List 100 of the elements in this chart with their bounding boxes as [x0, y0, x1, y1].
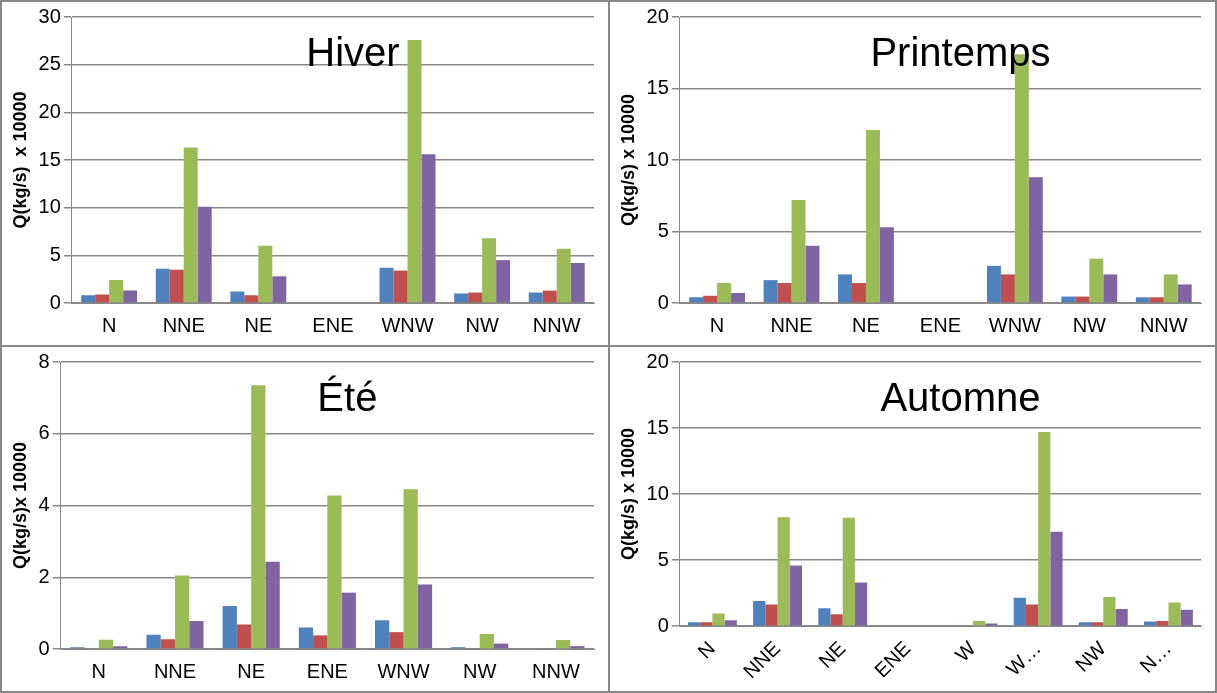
bar — [570, 262, 585, 303]
bar — [265, 561, 280, 649]
bar — [1115, 609, 1128, 626]
bar — [717, 282, 732, 303]
bar — [528, 292, 543, 303]
y-tick-label: 15 — [38, 147, 61, 170]
x-tick-label: NNW — [532, 313, 581, 336]
bar — [1149, 297, 1164, 303]
bar — [95, 294, 110, 303]
y-tick-label: 10 — [38, 195, 61, 218]
y-tick-label: 20 — [38, 99, 61, 122]
x-tick-label: NW — [463, 659, 497, 682]
bar — [852, 282, 866, 303]
bar — [838, 274, 853, 303]
bar — [763, 280, 778, 303]
bar — [379, 267, 394, 303]
bar — [542, 290, 557, 303]
x-tick-label: NW — [465, 313, 499, 336]
x-tick-label: ENE — [312, 313, 354, 336]
y-tick-label: 15 — [646, 415, 669, 438]
bar — [1038, 432, 1051, 626]
bar — [298, 627, 314, 649]
bar — [724, 620, 737, 626]
bar — [805, 245, 820, 303]
bar — [1089, 258, 1104, 303]
bar — [1103, 597, 1116, 626]
y-tick-label: 8 — [38, 349, 50, 372]
bar — [1135, 297, 1150, 303]
bar — [169, 269, 184, 303]
y-tick-label: 10 — [646, 481, 669, 504]
x-tick-label: NNW — [532, 659, 580, 682]
bar — [700, 622, 713, 626]
bar — [222, 605, 237, 649]
bar — [374, 620, 390, 649]
bar — [123, 290, 138, 303]
x-tick-label: NE — [237, 659, 266, 682]
bar — [146, 634, 161, 649]
x-tick-label: NW — [1070, 636, 1111, 676]
bar — [81, 295, 96, 303]
bar — [986, 265, 1001, 303]
bar — [389, 632, 404, 649]
bar — [1091, 622, 1104, 626]
bar — [865, 129, 880, 303]
bar — [556, 248, 571, 303]
y-tick-label: 30 — [38, 4, 61, 27]
bar — [570, 646, 585, 649]
bar — [313, 635, 328, 649]
bar — [113, 646, 128, 649]
bar — [327, 495, 342, 649]
bar — [155, 268, 170, 303]
bar — [830, 614, 843, 626]
y-axis-title: Q(kg/s) x 10000 — [9, 91, 30, 229]
bar — [789, 565, 802, 626]
bar — [879, 227, 894, 303]
bar — [1180, 609, 1193, 626]
bar — [1025, 604, 1039, 626]
y-axis-title: Q(kg/s)x 10000 — [9, 441, 30, 570]
x-tick-label: N — [91, 659, 107, 682]
bar — [468, 292, 483, 303]
bar — [1163, 274, 1178, 303]
bar — [1050, 531, 1063, 626]
bar — [765, 604, 778, 626]
y-tick-label: 25 — [38, 52, 61, 75]
x-tick-label: N — [693, 636, 720, 663]
bar — [1013, 597, 1026, 626]
y-tick-label: 2 — [38, 564, 50, 587]
bar — [189, 621, 204, 649]
x-tick-label: NNE — [162, 313, 205, 336]
y-tick-label: 6 — [38, 421, 50, 444]
y-tick-label: 0 — [49, 290, 61, 313]
bar — [251, 385, 266, 649]
x-tick-label: NE — [814, 636, 850, 673]
bar — [731, 292, 745, 303]
bar — [393, 270, 408, 303]
bar — [689, 297, 704, 303]
bar — [421, 154, 436, 303]
bar — [417, 584, 433, 649]
bar — [403, 489, 418, 649]
y-tick-label: 15 — [646, 76, 669, 99]
bar — [842, 517, 855, 626]
y-tick-label: 20 — [646, 4, 669, 27]
bar — [341, 592, 356, 649]
bar — [1078, 622, 1092, 626]
bar — [712, 613, 725, 626]
y-tick-label: 0 — [657, 290, 669, 313]
chart-title: Hiver — [306, 30, 400, 75]
y-tick-label: 0 — [38, 636, 50, 659]
bar — [183, 147, 198, 303]
bar — [272, 276, 287, 303]
x-tick-label: NE — [244, 313, 273, 336]
bar — [1028, 177, 1043, 303]
x-tick-label: NNE — [770, 313, 813, 336]
bar — [244, 295, 259, 303]
x-tick-label: W — [950, 636, 980, 666]
y-tick-label: 5 — [49, 242, 61, 265]
x-tick-label: ENE — [306, 659, 348, 682]
bar — [791, 200, 806, 303]
bar — [818, 608, 831, 626]
bar — [555, 640, 571, 649]
x-tick-label: NW — [1072, 313, 1107, 336]
